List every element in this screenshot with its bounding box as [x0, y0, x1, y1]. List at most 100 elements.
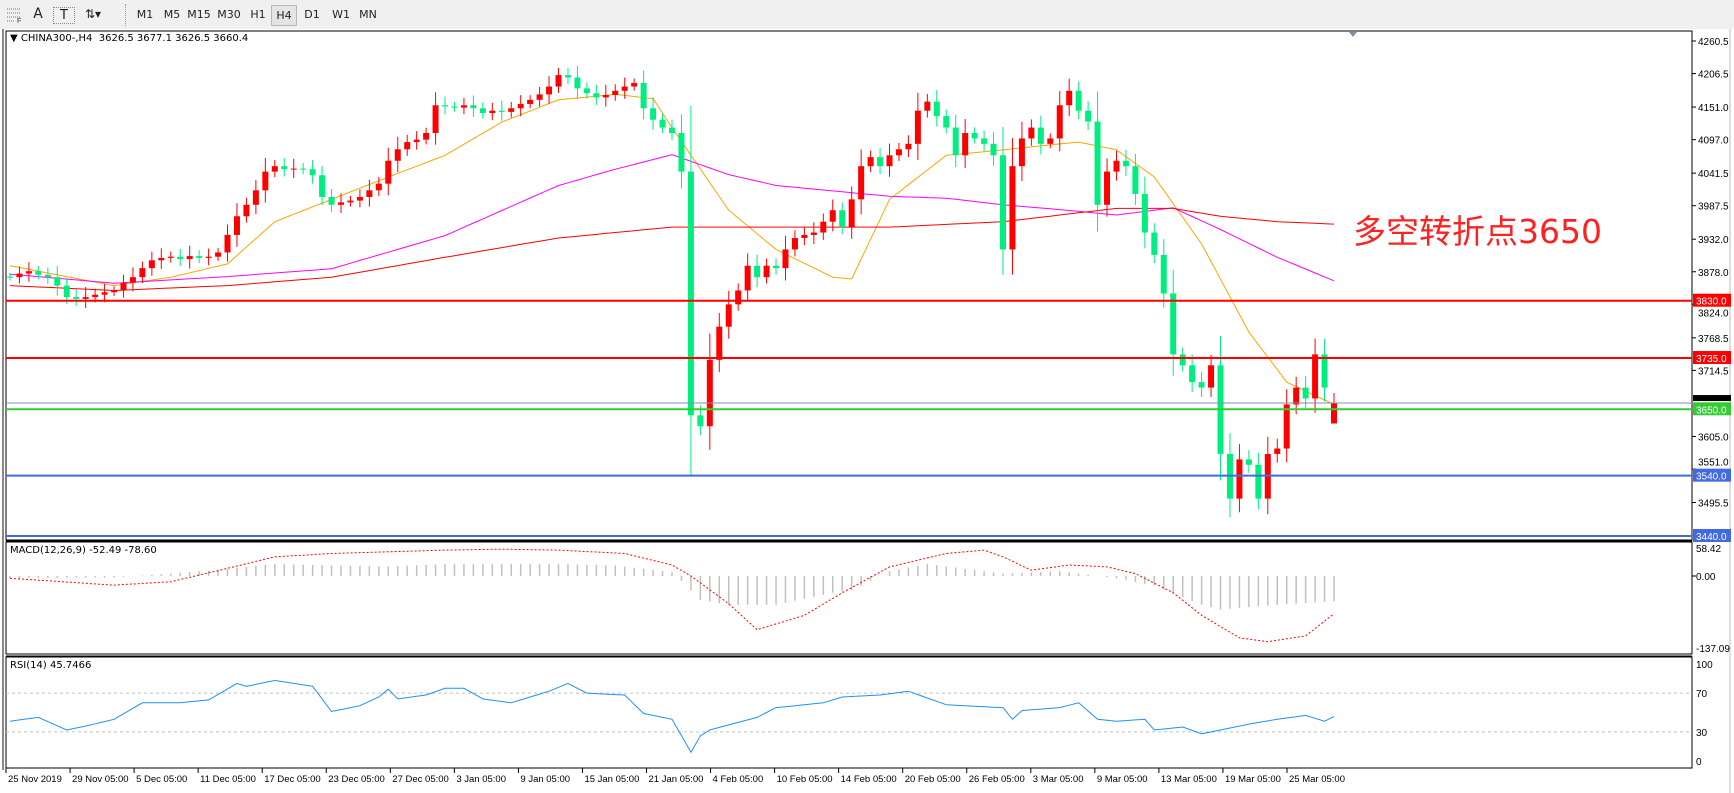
candle	[1331, 392, 1337, 424]
timeframe-mn-button[interactable]: MN	[359, 8, 377, 21]
candle	[129, 267, 136, 292]
timeframe-m1-button[interactable]: M1	[136, 8, 154, 21]
candle	[621, 77, 628, 99]
candle	[858, 149, 865, 215]
candle	[744, 253, 751, 302]
candle-body	[1104, 171, 1111, 205]
timeframe-h4-button[interactable]: H4	[271, 5, 297, 26]
candle-body	[1122, 160, 1129, 167]
time-tick-label: 21 Jan 05:00	[649, 774, 704, 785]
rsi-tick-label: 0	[1696, 757, 1702, 768]
candle-body	[63, 285, 70, 298]
candle	[356, 189, 363, 208]
price-tick-label: 3605.0	[1698, 432, 1729, 443]
candle-body	[564, 75, 571, 78]
candle-body	[1255, 464, 1262, 499]
candle	[782, 235, 789, 281]
timeframe-w1-button[interactable]: W1	[332, 8, 350, 21]
price-level-label: 3830.0	[1696, 297, 1727, 308]
candle-body	[612, 90, 619, 95]
candle	[252, 180, 259, 215]
candle	[877, 148, 884, 175]
candle	[508, 101, 515, 118]
candle	[186, 245, 193, 269]
candle-body	[1208, 365, 1215, 388]
rsi-tick-label: 100	[1696, 660, 1713, 671]
candle	[924, 93, 931, 118]
candle	[111, 286, 118, 296]
candle	[933, 90, 940, 127]
candle	[54, 266, 61, 296]
candle	[224, 224, 231, 262]
candle-body	[650, 108, 657, 120]
candle	[905, 135, 912, 158]
candle	[687, 105, 694, 475]
annotation-text[interactable]: 多空转折点3650	[1353, 212, 1602, 251]
timeframe-h1-button[interactable]: H1	[250, 8, 266, 21]
timeframe-m15-button[interactable]: M15	[187, 8, 211, 21]
candle	[243, 197, 250, 223]
candle	[35, 266, 42, 280]
text-label-icon[interactable]: T	[53, 7, 75, 24]
price-tick-label: 3987.5	[1698, 202, 1729, 213]
candle-body	[1160, 254, 1167, 294]
candle	[1293, 376, 1300, 415]
candle	[442, 96, 449, 115]
candle	[1302, 375, 1309, 410]
price-tick-label: 3932.0	[1698, 235, 1729, 246]
price-level-badge	[1693, 351, 1731, 365]
candle-body	[1028, 127, 1035, 139]
candle	[725, 290, 732, 339]
timeframe-m5-button[interactable]: M5	[163, 8, 181, 21]
candle-body	[1141, 193, 1148, 233]
candle	[281, 158, 288, 177]
candle-body	[952, 127, 959, 156]
candle	[1170, 269, 1177, 376]
candle	[1189, 354, 1196, 392]
macd-tick-label: 0.00	[1696, 572, 1716, 583]
price-level-badge	[1693, 402, 1731, 416]
price-level-label: 3540.0	[1696, 472, 1727, 483]
candle-body	[366, 190, 373, 197]
candle	[1075, 81, 1082, 119]
candle-body	[347, 200, 354, 203]
candle-body	[517, 104, 524, 109]
grid-font-icon[interactable]: F	[4, 5, 26, 25]
timeframe-d1-button[interactable]: D1	[304, 8, 320, 21]
candle-body	[669, 127, 675, 134]
candle	[971, 127, 978, 144]
candle-body	[442, 105, 449, 107]
candle-body	[593, 93, 600, 98]
candle-body	[120, 282, 127, 291]
time-tick-label: 14 Feb 05:00	[841, 774, 897, 785]
candle	[177, 248, 184, 267]
time-tick-label: 9 Mar 05:00	[1097, 774, 1148, 785]
candle	[1085, 101, 1092, 130]
candle	[546, 76, 553, 104]
candle-body	[158, 257, 165, 261]
chart-window[interactable]	[0, 29, 1734, 793]
candle-body	[659, 119, 666, 128]
candle	[886, 143, 893, 177]
arrows-dropdown-icon[interactable]: ⇅▾	[84, 7, 102, 21]
candle-body	[404, 142, 411, 150]
text-icon[interactable]: A	[33, 6, 43, 22]
timeframe-m30-button[interactable]: M30	[217, 8, 241, 21]
candle	[990, 131, 997, 167]
candle-body	[621, 86, 628, 91]
candle-body	[290, 168, 297, 170]
collapse-triangle-icon[interactable]: ▼	[10, 33, 21, 44]
candle	[489, 102, 496, 121]
candle-body	[754, 265, 761, 278]
candle-body	[1293, 387, 1300, 405]
symbol-label: CHINA300-,H4	[20, 33, 93, 44]
price-tick-label: 4041.5	[1698, 169, 1729, 180]
candle-body	[716, 326, 723, 360]
candle	[517, 95, 524, 117]
candle	[943, 109, 950, 134]
rsi-line	[9, 679, 1335, 754]
price-tick-label: 3495.5	[1698, 499, 1729, 510]
candle-body	[555, 75, 562, 87]
candle	[1018, 121, 1025, 182]
